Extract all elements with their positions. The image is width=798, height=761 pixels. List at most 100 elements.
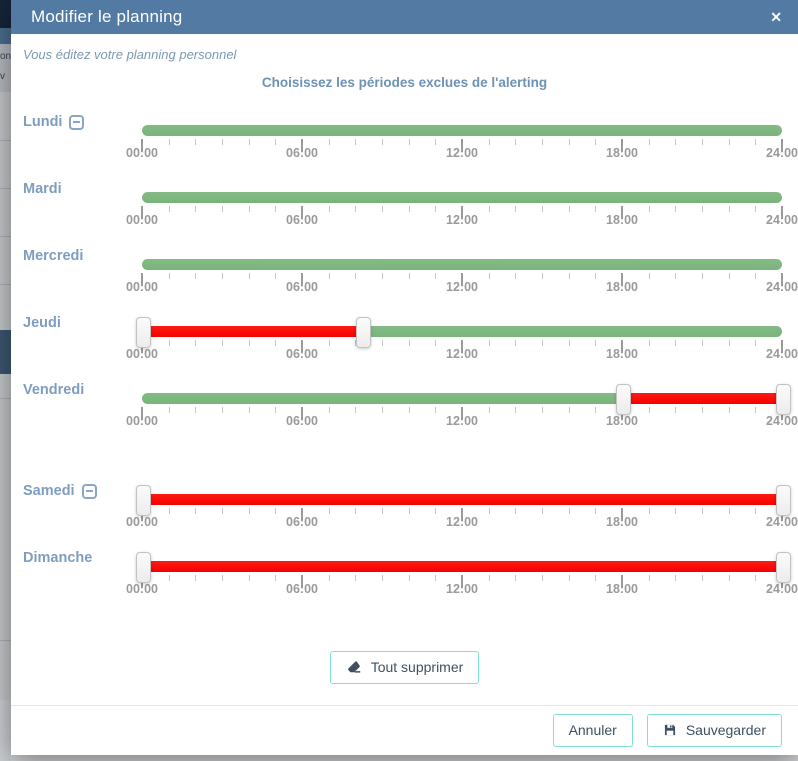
tick-mark <box>141 139 143 152</box>
modal-header: Modifier le planning ✕ <box>11 0 798 34</box>
tick-mark <box>355 206 357 212</box>
tick-mark <box>621 206 623 219</box>
tick-label: 24:00 <box>766 582 798 596</box>
slider-track[interactable] <box>142 561 782 572</box>
background-divider <box>0 188 11 189</box>
slider-handle[interactable] <box>775 552 791 583</box>
clear-all-label: Tout supprimer <box>370 659 464 675</box>
slider-handle[interactable] <box>355 317 371 348</box>
tick-mark <box>648 139 650 145</box>
day-row: Samedi 00:00 06:00 12:00 18:00 24:00 <box>11 479 798 546</box>
day-label: Lundi <box>23 114 63 130</box>
tick-label: 00:00 <box>126 515 158 529</box>
day-schedule-slider: 00:00 06:00 12:00 18:00 24:00 <box>126 479 798 546</box>
background-divider <box>0 284 11 285</box>
tick-label: 18:00 <box>606 213 638 227</box>
tick-label: 12:00 <box>446 347 478 361</box>
tick-mark <box>408 206 410 212</box>
tick-label: 24:00 <box>766 347 798 361</box>
tick-mark <box>702 139 703 145</box>
tick-mark <box>728 273 730 279</box>
slider-track[interactable] <box>142 192 782 203</box>
slider-handle[interactable] <box>615 384 631 415</box>
excluded-period-segment <box>622 393 782 404</box>
tick-mark <box>301 575 303 588</box>
slider-handle[interactable] <box>135 317 151 348</box>
tick-mark <box>595 139 597 145</box>
tick-mark <box>195 508 197 514</box>
clear-all-button[interactable]: Tout supprimer <box>329 651 480 684</box>
tick-label: 24:00 <box>766 414 798 428</box>
tick-mark <box>542 575 543 581</box>
tick-mark <box>648 273 650 279</box>
day-label-wrap: Vendredi <box>23 382 84 398</box>
tick-mark <box>435 206 437 212</box>
slider-handle[interactable] <box>135 485 151 516</box>
slider-track[interactable] <box>142 494 782 505</box>
tick-label: 12:00 <box>446 582 478 596</box>
day-schedule-slider: 00:00 06:00 12:00 18:00 24:00 <box>126 244 798 311</box>
save-label: Sauvegarder <box>685 722 766 739</box>
background-footer <box>0 700 11 761</box>
tick-mark <box>648 340 650 346</box>
tick-label: 06:00 <box>286 414 318 428</box>
tick-mark <box>568 206 570 212</box>
tick-mark <box>595 508 597 514</box>
tick-mark <box>168 508 170 514</box>
tick-mark <box>542 508 543 514</box>
slider-track[interactable] <box>142 125 782 136</box>
background-divider <box>0 140 11 141</box>
tick-mark <box>408 139 410 145</box>
day-schedule-slider: 00:00 06:00 12:00 18:00 24:00 <box>126 311 798 378</box>
tick-label: 18:00 <box>606 347 638 361</box>
tick-mark <box>488 508 490 514</box>
tick-label: 06:00 <box>286 347 318 361</box>
remove-periods-icon[interactable] <box>81 483 97 499</box>
remove-periods-icon[interactable] <box>69 114 85 130</box>
slider-handle[interactable] <box>775 485 791 516</box>
tick-mark <box>461 273 463 286</box>
slider-handle[interactable] <box>135 552 151 583</box>
slider-handle[interactable] <box>775 384 791 415</box>
tick-label: 06:00 <box>286 280 318 294</box>
tick-mark <box>461 508 463 521</box>
tick-mark <box>568 340 570 346</box>
day-row: Dimanche 00:00 06:00 12:00 18:00 24:00 <box>11 546 798 613</box>
tick-mark <box>328 273 330 279</box>
tick-mark <box>301 340 303 353</box>
tick-mark <box>515 508 517 514</box>
tick-mark <box>355 508 357 514</box>
tick-mark <box>675 139 677 145</box>
save-button[interactable]: Sauvegarder <box>646 714 782 747</box>
background-panel <box>0 374 11 700</box>
tick-mark <box>222 575 223 581</box>
tick-mark <box>141 273 143 286</box>
slider-track[interactable] <box>142 393 782 404</box>
cancel-button[interactable]: Annuler <box>552 714 633 747</box>
tick-label: 00:00 <box>126 213 158 227</box>
day-rows: Lundi 00:00 06:00 12:00 18:00 24:00 Mardi 00… <box>11 110 798 613</box>
active-period-segment <box>142 393 622 404</box>
active-period-segment <box>142 259 782 270</box>
tick-mark <box>675 407 677 413</box>
tick-mark <box>515 575 517 581</box>
close-icon[interactable]: ✕ <box>770 9 782 25</box>
tick-mark <box>141 407 143 420</box>
active-period-segment <box>362 326 782 337</box>
day-label-wrap: Samedi <box>23 483 97 499</box>
tick-mark <box>755 139 757 145</box>
tick-label: 12:00 <box>446 515 478 529</box>
tick-mark <box>728 508 730 514</box>
tick-mark <box>222 273 223 279</box>
tick-mark <box>675 206 677 212</box>
tick-mark <box>435 575 437 581</box>
tick-mark <box>515 139 517 145</box>
tick-mark <box>542 407 543 413</box>
tick-mark <box>248 508 250 514</box>
slider-track[interactable] <box>142 259 782 270</box>
tick-mark <box>755 407 757 413</box>
slider-track[interactable] <box>142 326 782 337</box>
tick-mark <box>461 575 463 588</box>
day-schedule-slider: 00:00 06:00 12:00 18:00 24:00 <box>126 378 798 445</box>
tick-mark <box>222 206 223 212</box>
